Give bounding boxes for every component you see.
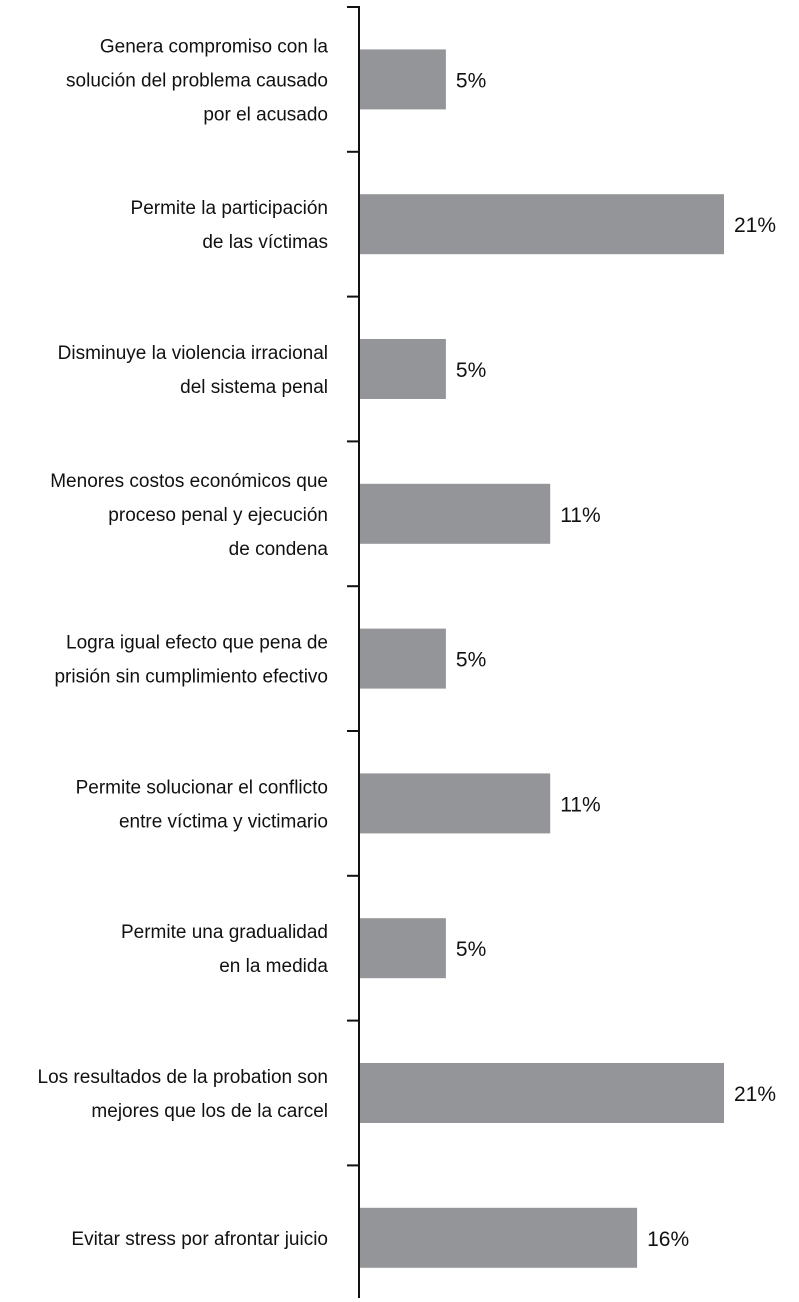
category-label: solución del problema causado	[66, 70, 328, 91]
bar	[359, 1207, 638, 1268]
category-label: Permite la participación	[131, 198, 328, 219]
category-label: mejores que los de la carcel	[91, 1101, 328, 1122]
bar	[359, 339, 446, 399]
category-label: por el acusado	[203, 104, 328, 125]
category-axis	[347, 6, 360, 1298]
category-label: Logra igual efecto que pena de	[66, 633, 328, 654]
value-labels: 5% 21% 5% 11% 5% 11% 5% 21% 16%	[456, 69, 776, 1250]
category-label: Menores costos económicos que	[50, 471, 328, 492]
category-label: de las víctimas	[202, 232, 328, 253]
value-label: 5%	[456, 649, 486, 672]
bar	[359, 773, 551, 834]
value-label: 5%	[456, 69, 486, 92]
category-label: de condena	[229, 539, 329, 560]
category-label: Permite una gradualidad	[121, 922, 328, 943]
category-label: entre víctima y victimario	[119, 811, 328, 832]
category-label: Disminuye la violencia irracional	[58, 343, 328, 364]
bar	[359, 918, 446, 979]
category-label: Evitar stress por afrontar juicio	[71, 1229, 328, 1250]
category-label: proceso penal y ejecución	[108, 505, 328, 526]
bar	[359, 194, 724, 255]
category-label: en la medida	[219, 956, 328, 977]
bar	[359, 483, 551, 544]
category-label: del sistema penal	[180, 377, 328, 398]
bar	[359, 1063, 724, 1123]
value-label: 11%	[560, 504, 600, 527]
value-label: 5%	[456, 359, 486, 382]
bar	[359, 628, 446, 689]
value-label: 21%	[734, 214, 776, 237]
value-label: 21%	[734, 1083, 776, 1106]
category-label: Genera compromiso con la	[100, 36, 329, 57]
category-labels: Genera compromiso con la solución del pro…	[38, 36, 329, 1249]
category-label: Los resultados de la probation son	[38, 1067, 328, 1088]
value-label: 11%	[560, 793, 600, 816]
bars-group	[359, 49, 724, 1268]
value-label: 5%	[456, 938, 486, 961]
bar	[359, 49, 446, 110]
category-label: prisión sin cumplimiento efectivo	[54, 667, 328, 688]
category-label: Permite solucionar el conflicto	[76, 777, 328, 798]
value-label: 16%	[647, 1228, 689, 1251]
